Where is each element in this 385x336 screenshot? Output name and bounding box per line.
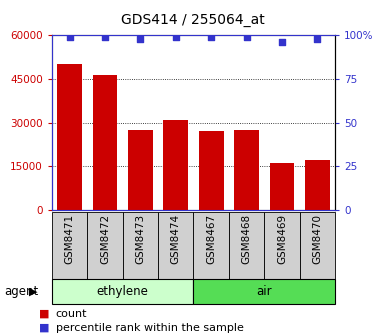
Text: ■: ■ bbox=[38, 323, 49, 333]
Text: GSM8468: GSM8468 bbox=[241, 214, 251, 264]
Bar bbox=[52, 212, 87, 279]
Bar bbox=[87, 212, 123, 279]
Text: GSM8470: GSM8470 bbox=[312, 214, 322, 264]
Bar bbox=[158, 212, 193, 279]
Bar bbox=[163, 120, 188, 210]
Text: GSM8472: GSM8472 bbox=[100, 214, 110, 264]
Point bbox=[314, 36, 320, 41]
Bar bbox=[193, 212, 229, 279]
Bar bbox=[123, 212, 158, 279]
Text: percentile rank within the sample: percentile rank within the sample bbox=[56, 323, 244, 333]
Point bbox=[208, 34, 214, 40]
Point bbox=[137, 36, 144, 41]
Text: ■: ■ bbox=[38, 309, 49, 319]
Bar bbox=[199, 131, 224, 210]
Text: ethylene: ethylene bbox=[97, 285, 149, 298]
Text: GSM8474: GSM8474 bbox=[171, 214, 181, 264]
Point bbox=[279, 40, 285, 45]
Bar bbox=[300, 212, 335, 279]
Bar bbox=[270, 163, 294, 210]
Text: GSM8467: GSM8467 bbox=[206, 214, 216, 264]
Bar bbox=[128, 130, 153, 210]
Point bbox=[173, 34, 179, 40]
Bar bbox=[93, 75, 117, 210]
Bar bbox=[57, 65, 82, 210]
Point bbox=[102, 34, 108, 40]
Text: GDS414 / 255064_at: GDS414 / 255064_at bbox=[121, 13, 264, 27]
Bar bbox=[193, 279, 335, 304]
Bar bbox=[305, 161, 330, 210]
Text: GSM8473: GSM8473 bbox=[136, 214, 146, 264]
Text: agent: agent bbox=[4, 285, 38, 298]
Point bbox=[243, 34, 249, 40]
Text: count: count bbox=[56, 309, 87, 319]
Point bbox=[67, 34, 73, 40]
Bar bbox=[234, 130, 259, 210]
Bar bbox=[52, 279, 193, 304]
Text: GSM8469: GSM8469 bbox=[277, 214, 287, 264]
Text: ▶: ▶ bbox=[28, 287, 37, 296]
Text: air: air bbox=[256, 285, 272, 298]
Bar bbox=[229, 212, 264, 279]
Text: GSM8471: GSM8471 bbox=[65, 214, 75, 264]
Bar bbox=[264, 212, 300, 279]
